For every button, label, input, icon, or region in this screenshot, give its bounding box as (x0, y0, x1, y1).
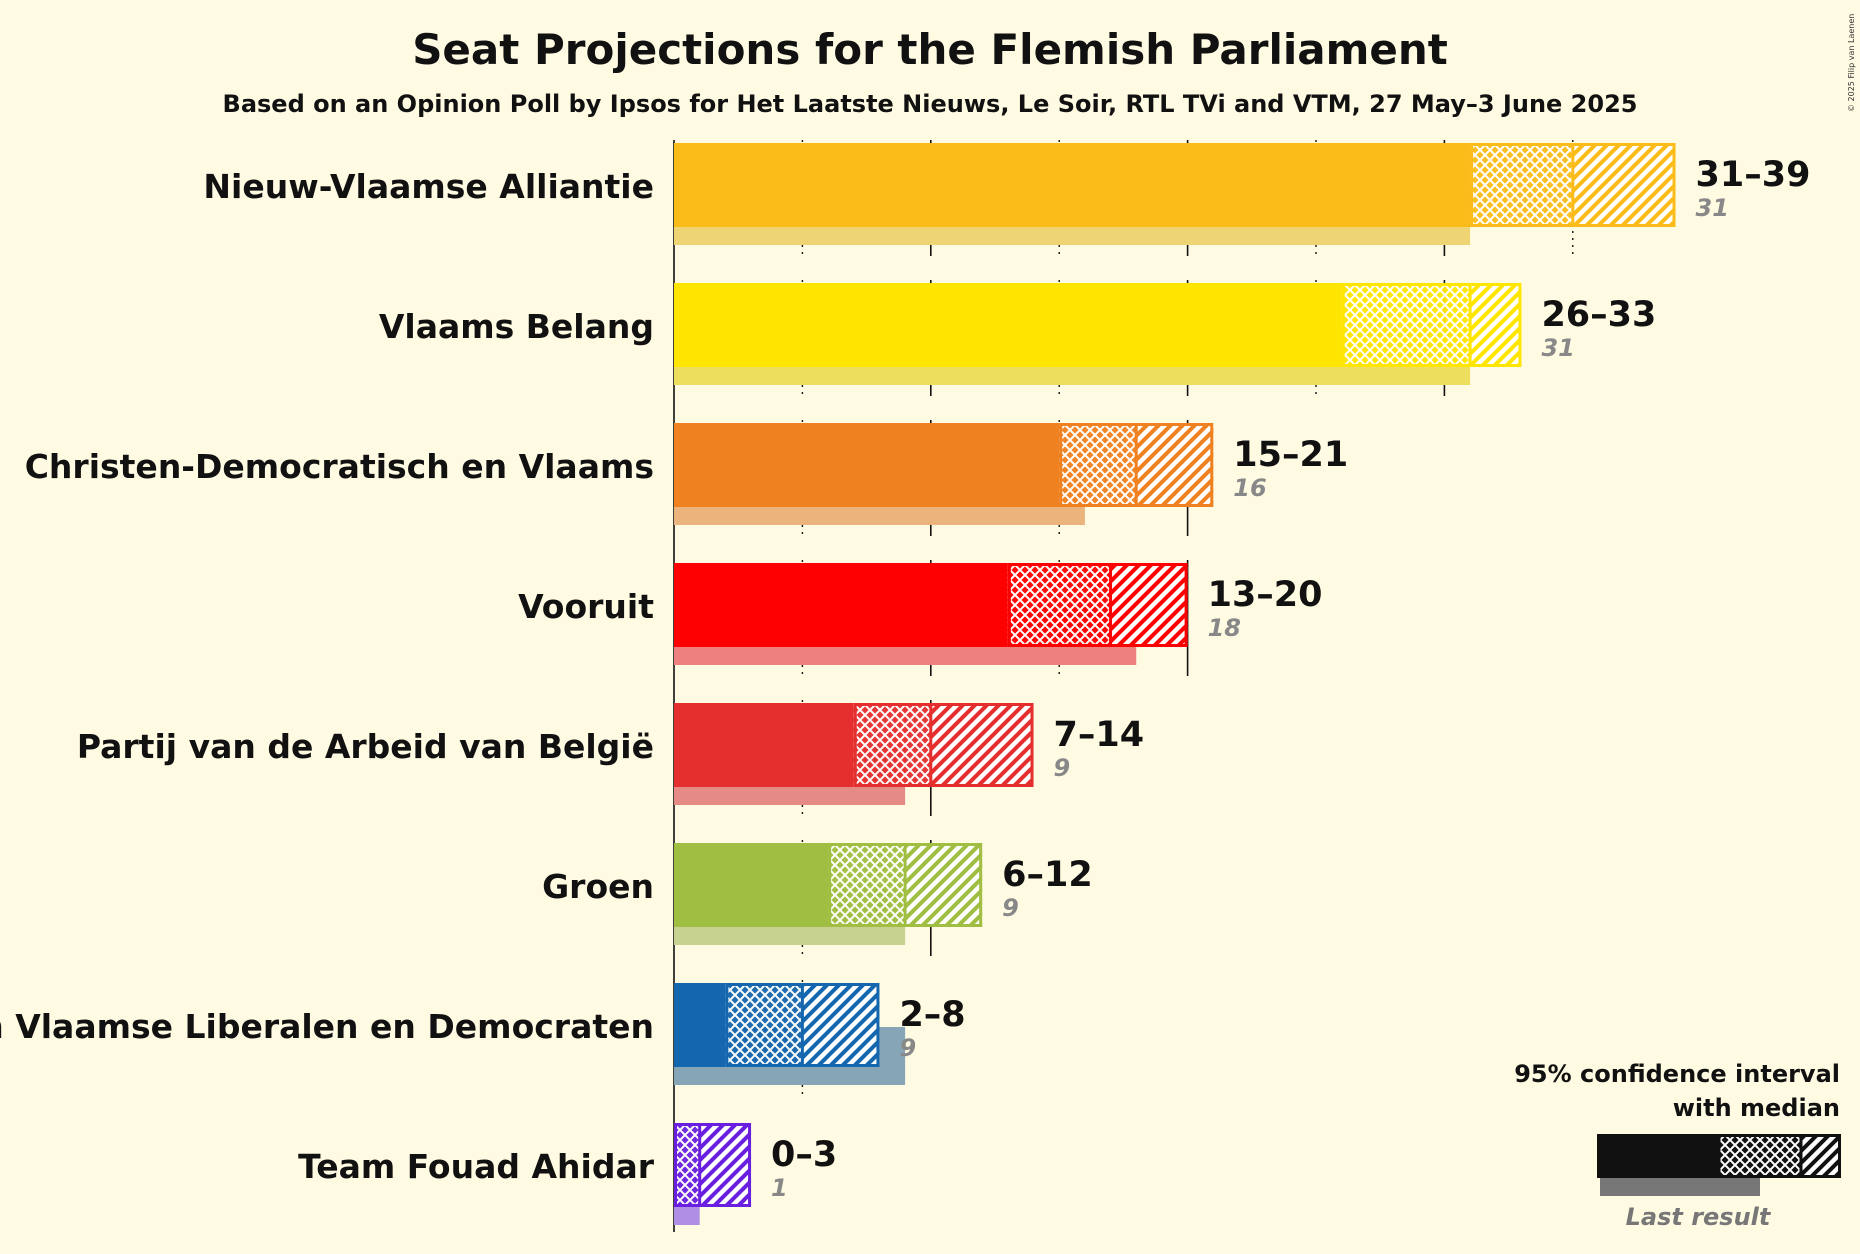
last-result-label: 9 (899, 1034, 916, 1062)
bar-ci-lower (1007, 563, 1111, 647)
party-label: Christen-Democratisch en Vlaams (25, 447, 654, 486)
range-label: 26–33 (1541, 295, 1656, 335)
copyright-note: © 2025 Filip van Laenen (1847, 14, 1856, 112)
range-label: 13–20 (1208, 575, 1323, 615)
last-result-label: 31 (1541, 334, 1574, 362)
bar-solid (674, 843, 829, 927)
last-result-label: 9 (1054, 754, 1071, 782)
party-label: Nieuw-Vlaamse Alliantie (203, 167, 654, 206)
party-row: Partij van de Arbeid van België 7–149 (77, 703, 1144, 805)
bar-ci-lower (674, 1123, 700, 1207)
bar-solid (674, 983, 726, 1067)
bar-ci-lower (853, 703, 931, 787)
party-label: Vooruit (518, 587, 654, 626)
party-label: Team Fouad Ahidar (298, 1147, 655, 1186)
range-label: 7–14 (1054, 715, 1145, 755)
party-row: Team Fouad Ahidar 0–31 (298, 1123, 837, 1225)
range-label: 2–8 (899, 995, 965, 1035)
legend-ci-upper (1801, 1134, 1841, 1178)
bar-ci-lower (1341, 283, 1471, 367)
bar-solid (674, 423, 1060, 507)
legend-title-line2: with median (1673, 1094, 1840, 1122)
legend: 95% confidence interval with median Last… (1514, 1060, 1841, 1231)
bar-ci-outline (674, 1123, 752, 1207)
bar-solid (674, 143, 1471, 227)
bar-ci-outline (1007, 563, 1188, 647)
party-label: Open Vlaamse Liberalen en Democraten (0, 1007, 654, 1046)
range-label: 31–39 (1696, 155, 1811, 195)
party-row: Open Vlaamse Liberalen en Democraten 2–89 (0, 983, 966, 1085)
party-label: Groen (542, 867, 654, 906)
bar-ci-outline (853, 703, 1034, 787)
legend-last-result: Last result (1626, 1203, 1772, 1231)
bar-ci-upper (905, 843, 983, 927)
party-row: Groen 6–129 (542, 843, 1093, 945)
bar-ci-upper (1572, 143, 1676, 227)
bar-ci-upper (930, 703, 1034, 787)
bar-ci-upper (699, 1123, 752, 1207)
party-label: Partij van de Arbeid van België (77, 727, 654, 766)
legend-title-line1: 95% confidence interval (1514, 1060, 1840, 1088)
bar-ci-upper (1110, 563, 1188, 647)
range-label: 0–3 (771, 1135, 837, 1175)
last-result-label: 31 (1696, 194, 1729, 222)
legend-solid (1597, 1134, 1719, 1178)
bar-ci-upper (1470, 283, 1522, 367)
bar-ci-outline (1341, 283, 1522, 367)
bar-ci-upper (802, 983, 880, 1067)
bar-solid (674, 703, 854, 787)
last-result-label: 18 (1208, 614, 1241, 642)
legend-outline (1717, 1134, 1841, 1178)
legend-swatch (1597, 1134, 1841, 1196)
bar-ci-lower (1470, 143, 1573, 227)
legend-ci-lower (1719, 1134, 1801, 1178)
chart-subtitle: Based on an Opinion Poll by Ipsos for He… (223, 90, 1638, 118)
chart-title: Seat Projections for the Flemish Parliam… (412, 25, 1448, 74)
last-result-label: 9 (1002, 894, 1019, 922)
party-label: Vlaams Belang (379, 307, 654, 346)
last-result-label: 16 (1233, 474, 1266, 502)
bar-ci-lower (828, 843, 906, 927)
range-label: 6–12 (1002, 855, 1093, 895)
bar-solid (674, 283, 1342, 367)
last-result-label: 1 (771, 1174, 788, 1202)
bar-ci-lower (1059, 423, 1137, 507)
bar-solid (674, 563, 1008, 647)
range-label: 15–21 (1233, 435, 1348, 475)
bar-ci-lower (725, 983, 803, 1067)
bar-ci-upper (1136, 423, 1214, 507)
